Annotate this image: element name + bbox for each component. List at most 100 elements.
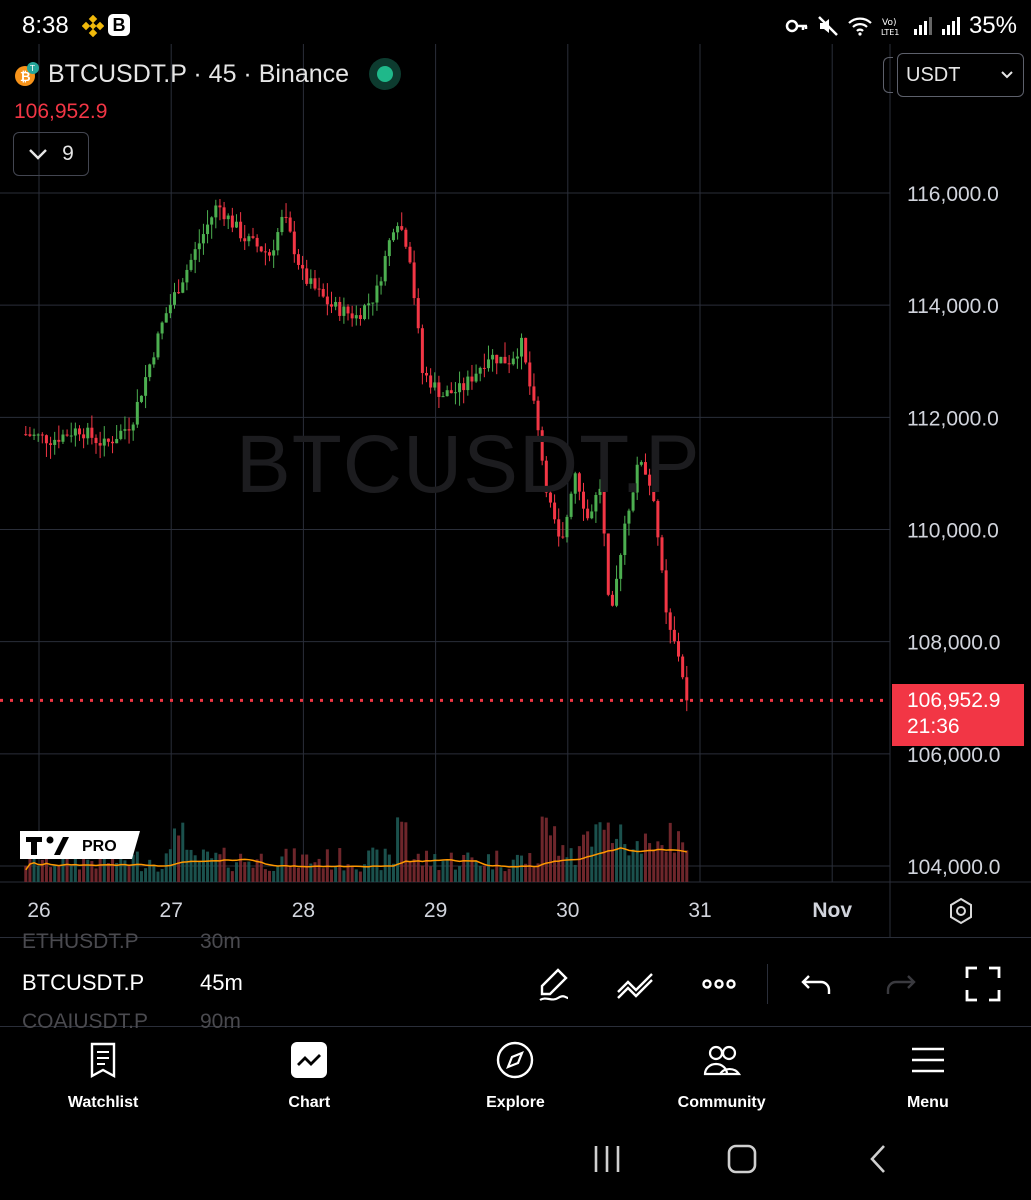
- candle-body: [557, 519, 561, 537]
- volume-bar: [102, 856, 106, 882]
- more-icon[interactable]: [697, 962, 741, 1006]
- status-time: 8:38: [22, 12, 69, 39]
- candle-body: [449, 390, 453, 394]
- candle-body: [416, 298, 420, 329]
- candle-body: [482, 367, 486, 369]
- volume-bar: [577, 846, 581, 882]
- candle-body: [164, 313, 168, 323]
- current-symbol[interactable]: BTCUSDT.P: [22, 970, 145, 995]
- nav-explore[interactable]: Explore: [412, 1028, 618, 1124]
- volume-bar: [36, 865, 40, 882]
- volume-bar: [503, 871, 507, 882]
- currency-select[interactable]: USDT: [897, 53, 1024, 97]
- candle-body: [462, 383, 466, 391]
- volume-bar: [524, 863, 528, 882]
- candle-body: [44, 435, 48, 444]
- volume-bar: [160, 869, 164, 882]
- candle-body: [520, 337, 524, 357]
- signal-icon: [913, 17, 932, 35]
- candle-body: [354, 315, 358, 319]
- candle-body: [350, 313, 354, 319]
- candle-body: [218, 205, 222, 208]
- back-icon[interactable]: [862, 1142, 896, 1176]
- candle-body: [268, 252, 272, 256]
- volume-bar: [305, 854, 309, 882]
- next-symbol[interactable]: COAIUSDT.P: [22, 1010, 149, 1033]
- volume-bar: [532, 867, 536, 882]
- candle-body: [363, 305, 367, 319]
- indicators-toggle-button[interactable]: 9: [13, 132, 89, 176]
- volume-bar: [478, 865, 482, 882]
- candle-body: [309, 278, 313, 284]
- volume-bar: [462, 854, 466, 882]
- compass-icon: [497, 1041, 534, 1079]
- symbol-legend[interactable]: ₿ T BTCUSDT.P · 45 · Binance: [14, 58, 402, 90]
- current-timeframe[interactable]: 45m: [200, 970, 243, 995]
- prev-symbol[interactable]: ETHUSDT.P: [22, 930, 139, 953]
- volume-bar: [234, 862, 238, 882]
- toolbar-divider: [767, 964, 768, 1004]
- volume-bar: [664, 851, 668, 882]
- candle-body: [606, 533, 610, 595]
- undo-icon[interactable]: [795, 962, 839, 1006]
- volume-bar: [511, 859, 515, 882]
- svg-text:Vo): Vo): [882, 18, 896, 28]
- next-timeframe[interactable]: 90m: [200, 1010, 241, 1033]
- volume-bar: [627, 855, 631, 882]
- volume-bar: [602, 829, 606, 882]
- candle-body: [255, 237, 259, 247]
- candle-body: [173, 292, 177, 305]
- candle-body: [131, 424, 135, 431]
- volume-bar: [24, 865, 28, 882]
- candle-body: [408, 246, 412, 263]
- volume-bar: [189, 849, 193, 882]
- volume-bar: [536, 863, 540, 882]
- tradingview-logo[interactable]: PRO: [18, 829, 142, 861]
- candle-body: [276, 232, 280, 251]
- candle-body: [40, 434, 44, 436]
- nav-chart[interactable]: Chart: [206, 1028, 412, 1124]
- candle-body: [668, 612, 672, 630]
- candle-body: [536, 400, 540, 431]
- candle-body: [189, 259, 193, 270]
- chart-area[interactable]: 116,000.0 114,000.0 112,000.0 110,000.0 108,…: [0, 44, 1031, 937]
- candle-body: [98, 443, 102, 446]
- volume-bar: [495, 850, 499, 882]
- candle-body: [226, 215, 230, 220]
- drawing-pencil-icon[interactable]: [532, 962, 576, 1006]
- volume-bar: [135, 851, 139, 882]
- candle-body: [102, 438, 106, 446]
- recent-apps-icon[interactable]: [590, 1142, 624, 1176]
- price-chart[interactable]: 116,000.0 114,000.0 112,000.0 110,000.0 108,…: [0, 44, 1031, 937]
- volume-bar: [247, 861, 251, 882]
- fullscreen-icon[interactable]: [961, 962, 1005, 1006]
- y-tick-label: 112,000.0: [907, 407, 999, 430]
- chart-settings-icon[interactable]: [946, 896, 976, 926]
- candle-body: [429, 375, 433, 388]
- volume-bar: [197, 861, 201, 882]
- candle-body: [342, 306, 346, 316]
- symbol-title[interactable]: BTCUSDT.P · 45 · Binance: [48, 59, 350, 88]
- candle-body: [627, 510, 631, 524]
- candle-body: [135, 401, 139, 425]
- home-icon[interactable]: [725, 1142, 759, 1176]
- redo-icon[interactable]: [878, 962, 922, 1006]
- volume-bar: [82, 856, 86, 882]
- volume-bar: [474, 860, 478, 882]
- trendline-icon[interactable]: [614, 962, 658, 1006]
- volume-bar: [453, 869, 457, 882]
- volume-bar: [358, 871, 362, 882]
- candle-body: [466, 376, 470, 391]
- volume-bar: [433, 854, 437, 882]
- last-price: 106,952.9: [14, 100, 108, 123]
- candle-body: [243, 238, 247, 242]
- currency-value: USDT: [906, 63, 961, 86]
- prev-timeframe[interactable]: 30m: [200, 930, 241, 953]
- nav-community[interactable]: Community: [619, 1028, 825, 1124]
- candle-body: [643, 462, 647, 475]
- volume-bar: [230, 871, 234, 882]
- volume-bar: [152, 864, 156, 882]
- nav-watchlist[interactable]: Watchlist: [0, 1028, 206, 1124]
- candle-body: [437, 382, 441, 397]
- nav-menu[interactable]: Menu: [825, 1028, 1031, 1124]
